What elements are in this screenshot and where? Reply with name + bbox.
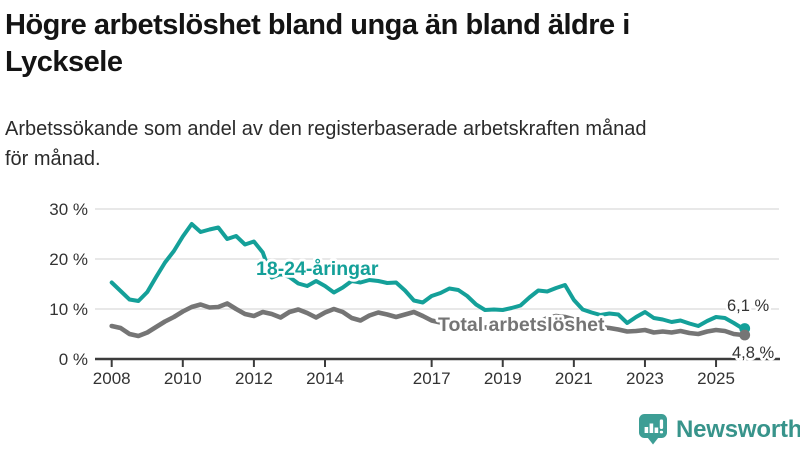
series-line-total: [109, 301, 746, 339]
speech-bubble-tail: [647, 437, 659, 445]
series-label-total: Total arbetslöshet: [438, 314, 605, 336]
y-tick-label-10: 10 %: [49, 300, 88, 319]
page-title: Högre arbetslöshet bland unga än bland ä…: [5, 7, 797, 81]
bar-chart-glyph: [644, 423, 659, 433]
end-value-label-youth: 6,1 %: [727, 297, 770, 315]
page-title-line1: Högre arbetslöshet bland unga än bland ä…: [5, 9, 630, 41]
chart-subtitle-line2: för månad.: [5, 148, 101, 170]
chart-subtitle: Arbetssökande som andel av den registerb…: [5, 114, 797, 174]
exclamation-glyph: [659, 419, 664, 434]
newsworthy-logo-icon: [639, 414, 667, 445]
y-tick-label-30: 30 %: [49, 200, 88, 219]
series-label-youth: 18-24-åringar: [256, 257, 379, 280]
y-tick-label-0: 0 %: [59, 350, 88, 369]
x-tick-label-2025: 2025: [697, 369, 735, 388]
page-title-line2: Lycksele: [5, 45, 123, 78]
end-value-label-total: 4,8 %: [732, 344, 775, 362]
y-tick-label-20: 20 %: [49, 250, 88, 269]
series-line-youth: [109, 222, 745, 331]
x-tick-label-2019: 2019: [484, 369, 522, 388]
x-tick-label-2021: 2021: [555, 369, 593, 388]
series-end-dot-total: [739, 329, 751, 341]
x-tick-label-2023: 2023: [626, 369, 664, 388]
x-tick-label-2012: 2012: [235, 369, 273, 388]
x-tick-label-2014: 2014: [306, 369, 344, 388]
brand-name: Newsworthy: [676, 416, 800, 443]
x-tick-label-2017: 2017: [413, 369, 451, 388]
chart-subtitle-line1: Arbetssökande som andel av den registerb…: [5, 118, 647, 140]
brand-logo: Newsworthy: [638, 412, 800, 446]
x-tick-label-2008: 2008: [93, 369, 131, 388]
x-tick-label-2010: 2010: [164, 369, 202, 388]
